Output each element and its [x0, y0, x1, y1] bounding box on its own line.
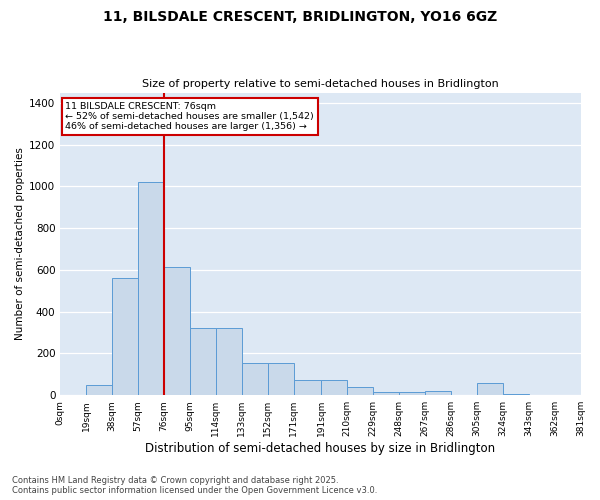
Bar [190, 328, 216, 395]
Y-axis label: Number of semi-detached properties: Number of semi-detached properties [15, 148, 25, 340]
Bar [242, 363, 268, 395]
Bar [138, 182, 164, 395]
Bar [294, 380, 321, 395]
Title: Size of property relative to semi-detached houses in Bridlington: Size of property relative to semi-detach… [142, 79, 499, 89]
Bar [347, 387, 373, 395]
Bar [399, 392, 425, 395]
Bar [477, 382, 503, 395]
Bar [268, 363, 294, 395]
Bar [112, 278, 138, 395]
Bar [425, 391, 451, 395]
Text: Contains HM Land Registry data © Crown copyright and database right 2025.
Contai: Contains HM Land Registry data © Crown c… [12, 476, 377, 495]
Bar [373, 392, 399, 395]
Bar [86, 385, 112, 395]
Text: 11 BILSDALE CRESCENT: 76sqm
← 52% of semi-detached houses are smaller (1,542)
46: 11 BILSDALE CRESCENT: 76sqm ← 52% of sem… [65, 102, 314, 132]
Text: 11, BILSDALE CRESCENT, BRIDLINGTON, YO16 6GZ: 11, BILSDALE CRESCENT, BRIDLINGTON, YO16… [103, 10, 497, 24]
Bar [216, 328, 242, 395]
X-axis label: Distribution of semi-detached houses by size in Bridlington: Distribution of semi-detached houses by … [145, 442, 496, 455]
Bar [503, 394, 529, 395]
Bar [164, 267, 190, 395]
Bar [321, 380, 347, 395]
